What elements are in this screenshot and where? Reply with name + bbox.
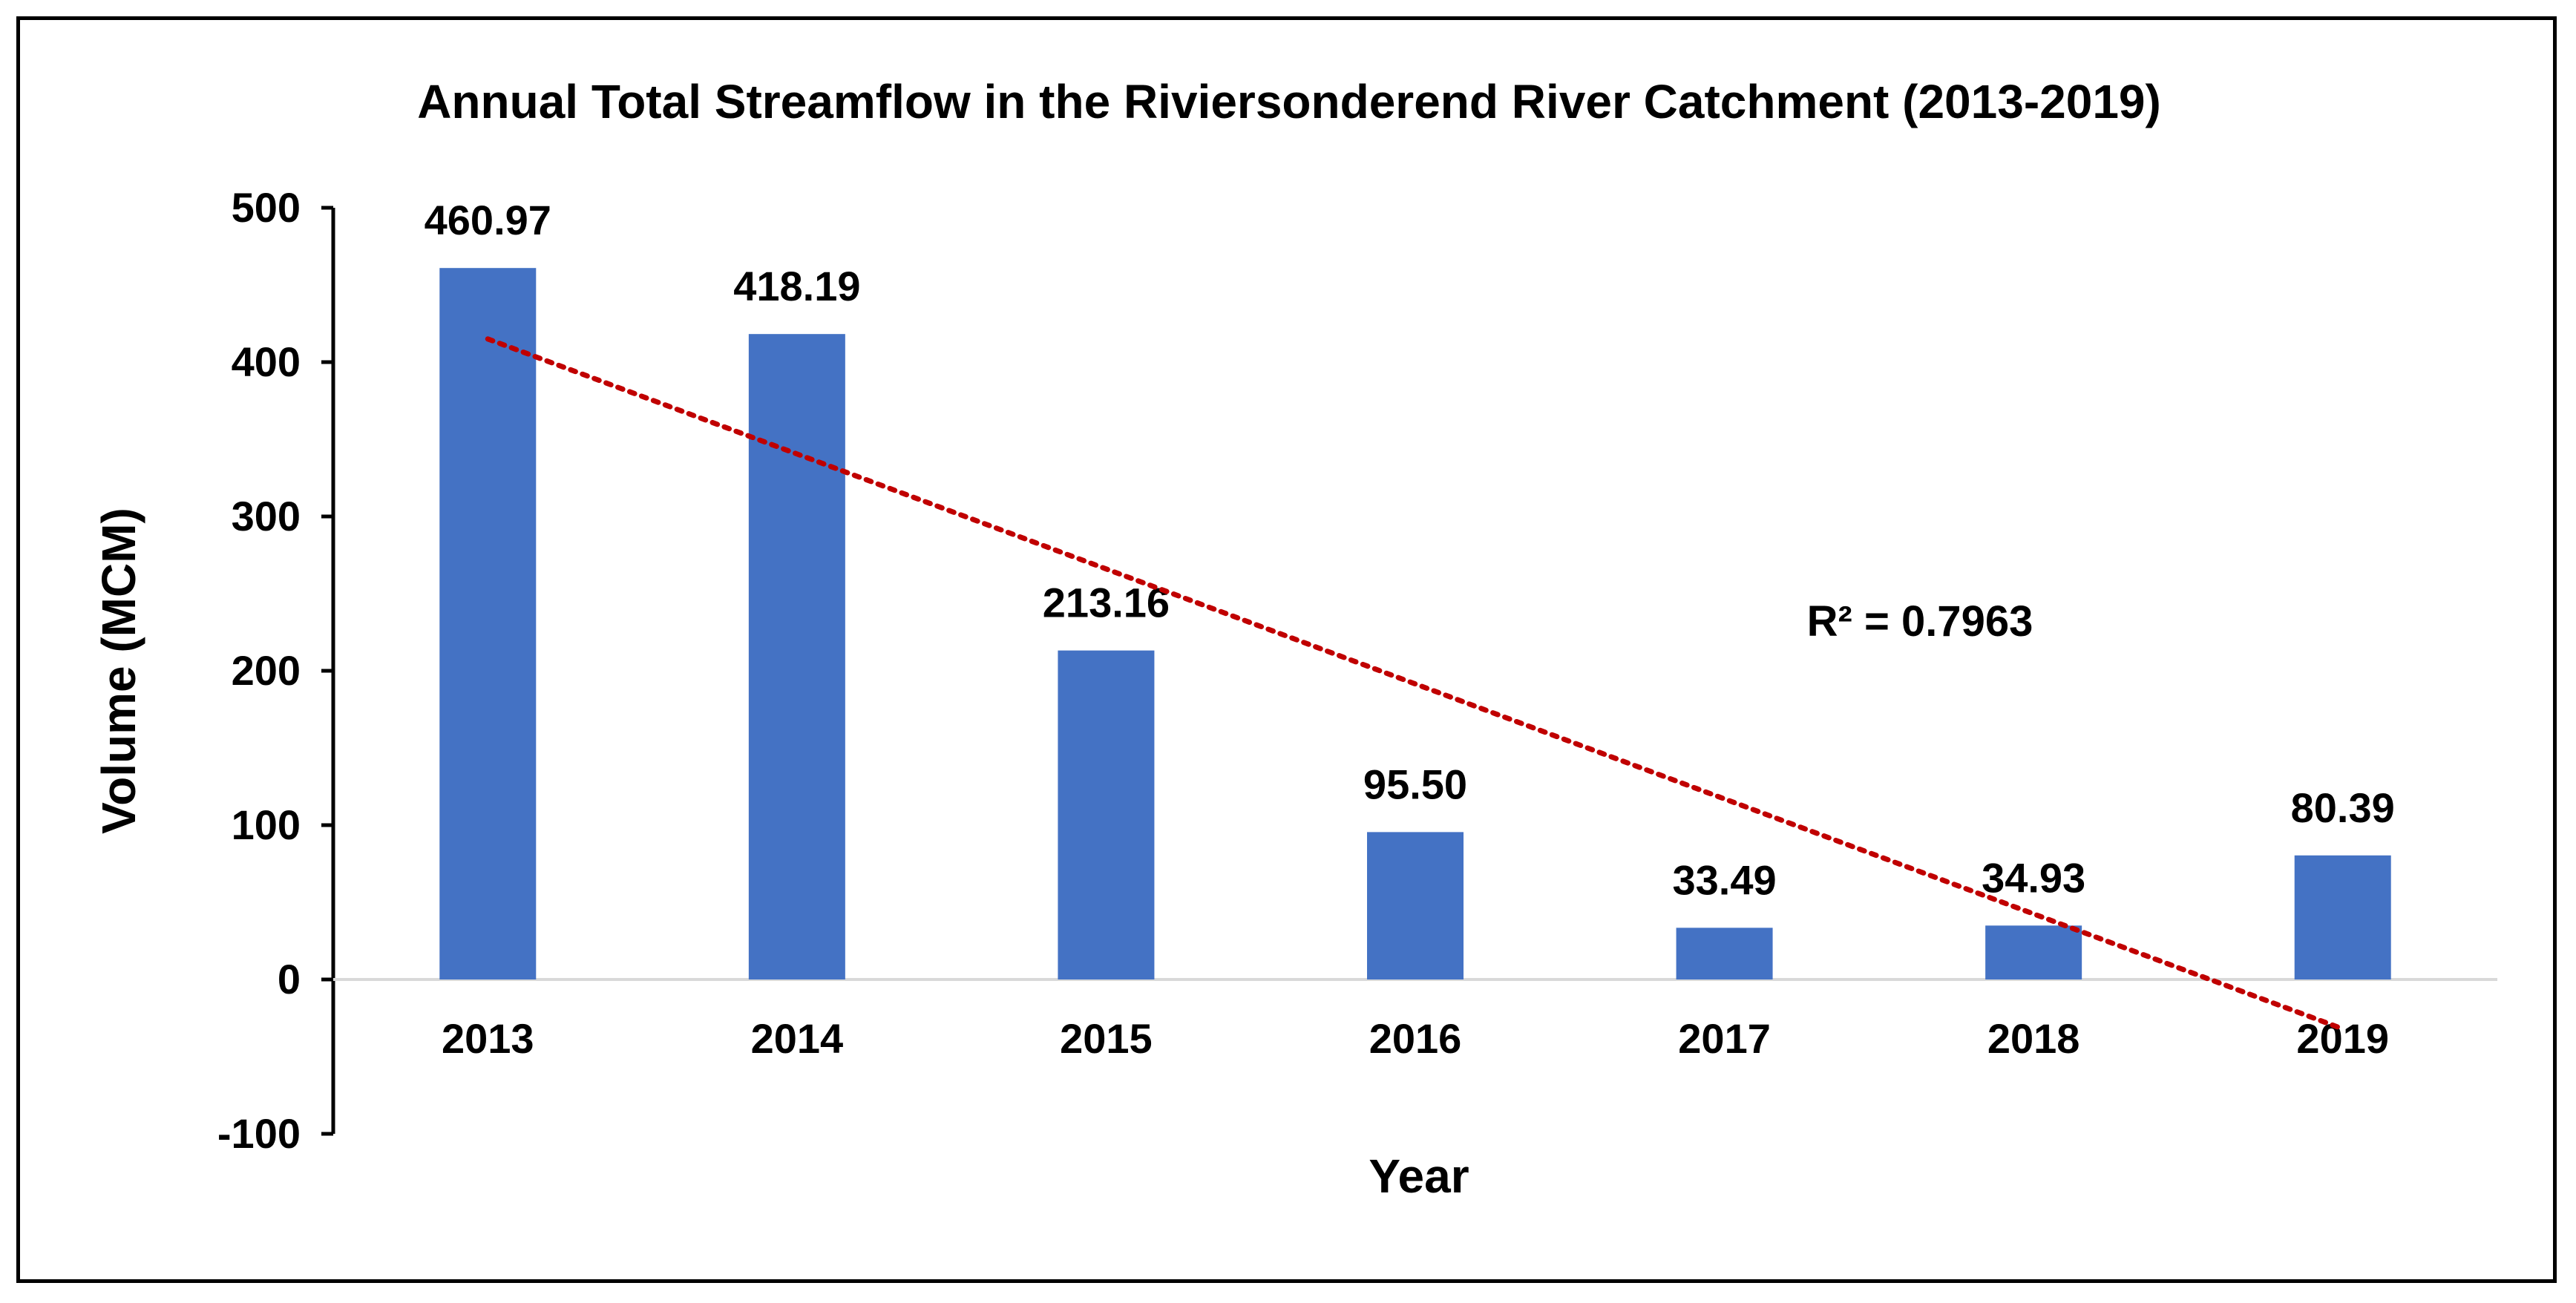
bar (1676, 928, 1773, 979)
x-tick-label: 2015 (1060, 1015, 1153, 1062)
x-axis-label: Year (1369, 1149, 1469, 1203)
data-label: 418.19 (733, 263, 860, 309)
data-label: 33.49 (1673, 856, 1777, 903)
y-tick-label: -100 (217, 1110, 301, 1157)
y-axis: -100 0 100 200 300 400 500 (217, 184, 335, 1157)
x-tick-label: 2017 (1678, 1015, 1771, 1062)
x-tick-label: 2018 (1987, 1015, 2080, 1062)
bar-chart: Annual Total Streamflow in the Rivierson… (92, 75, 2497, 1203)
y-tick-label: 200 (232, 647, 301, 694)
data-label: 460.97 (425, 197, 551, 243)
y-tick-label: 300 (232, 493, 301, 539)
y-tick-label: 500 (232, 184, 301, 231)
x-tick-label: 2019 (2296, 1015, 2389, 1062)
x-tick-label: 2016 (1369, 1015, 1462, 1062)
x-axis: 2013 2014 2015 2016 2017 2018 2019 (333, 978, 2497, 1062)
data-label: 80.39 (2291, 784, 2395, 831)
chart-frame: Annual Total Streamflow in the Rivierson… (16, 16, 2557, 1283)
bar (1058, 650, 1155, 979)
r-squared-annotation: R² = 0.7963 (1807, 597, 2033, 646)
x-tick-label: 2013 (442, 1015, 534, 1062)
trendline (485, 336, 2346, 1032)
y-tick-label: 400 (232, 338, 301, 385)
x-tick-label: 2014 (751, 1015, 844, 1062)
y-axis-label: Volume (MCM) (92, 508, 145, 834)
data-label: 95.50 (1363, 761, 1467, 807)
bar (2294, 855, 2391, 979)
y-tick-label: 100 (232, 801, 301, 848)
chart-title: Annual Total Streamflow in the Rivierson… (417, 75, 2161, 128)
data-label: 34.93 (1982, 854, 2085, 901)
bar (439, 268, 537, 980)
bar (748, 334, 845, 979)
trendline-line (485, 336, 2346, 1032)
bar (1985, 925, 2082, 979)
y-tick-label: 0 (278, 956, 301, 1002)
bar (1367, 832, 1464, 979)
